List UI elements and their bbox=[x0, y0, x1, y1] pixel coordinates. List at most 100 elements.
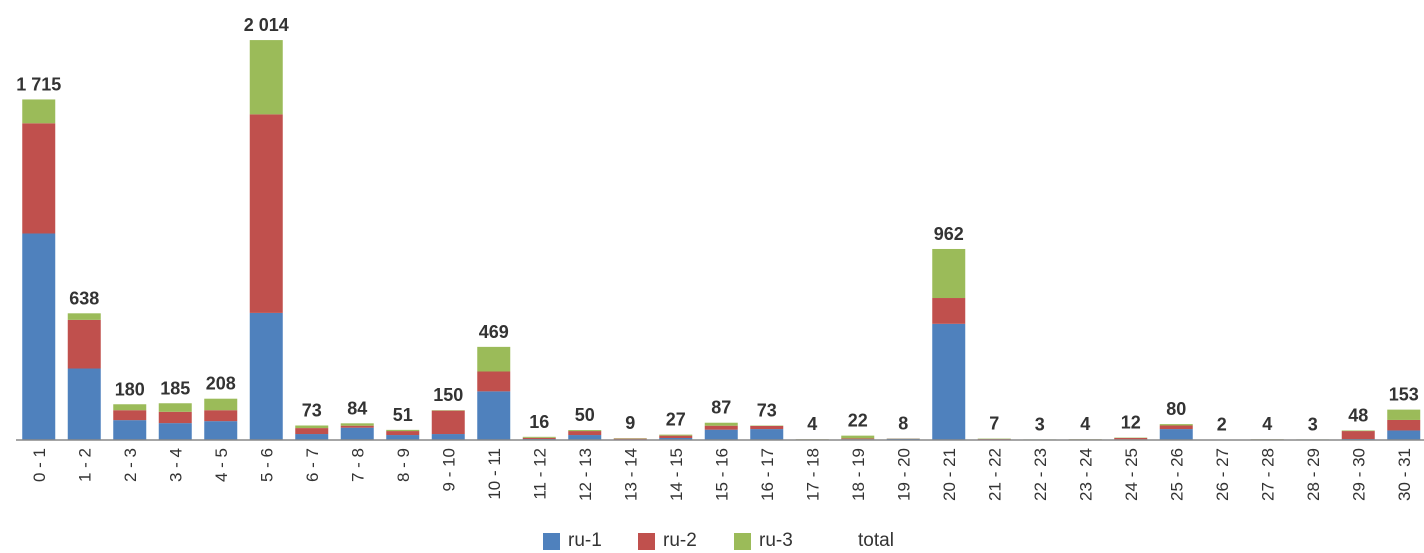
bar-segment-ru-3-31 bbox=[1387, 409, 1421, 420]
bar-segment-ru-1-4 bbox=[158, 423, 192, 440]
x-tick-label-14: 13 - 14 bbox=[621, 448, 640, 501]
x-tick-label-group: 0 - 1 1 - 2 2 - 3 3 - 4 4 - 5 5 - 6 6 - 7 7 - 8… bbox=[30, 448, 1414, 501]
x-tick-label-20: 19 - 20 bbox=[894, 448, 913, 501]
x-tick-label-9: 8 - 9 bbox=[394, 448, 413, 482]
x-tick-label-2: 1 - 2 bbox=[75, 448, 94, 482]
total-label-22: 7 bbox=[989, 414, 999, 434]
bar-segment-ru-2-17 bbox=[750, 425, 784, 430]
bar-segment-ru-2-10 bbox=[431, 410, 465, 435]
x-tick-label-5: 4 - 5 bbox=[212, 448, 231, 482]
bar-segment-ru-3-16 bbox=[704, 422, 738, 426]
bar-segment-ru-2-13 bbox=[568, 431, 602, 436]
x-tick-label-24: 23 - 24 bbox=[1076, 448, 1095, 501]
total-label-27: 2 bbox=[1217, 415, 1227, 435]
x-tick-label-31: 30 - 31 bbox=[1395, 448, 1414, 501]
total-label-18: 4 bbox=[807, 414, 817, 434]
legend-swatch-ru-1 bbox=[543, 532, 560, 550]
bar-segment-ru-2-3 bbox=[113, 410, 147, 421]
bar-segment-ru-3-19 bbox=[841, 435, 875, 439]
x-tick-label-16: 15 - 16 bbox=[712, 448, 731, 501]
total-label-16: 87 bbox=[711, 398, 731, 418]
x-tick-label-21: 20 - 21 bbox=[940, 448, 959, 501]
bar-segment-ru-3-8 bbox=[340, 423, 374, 426]
x-tick-label-30: 29 - 30 bbox=[1349, 448, 1368, 501]
total-label-24: 4 bbox=[1080, 414, 1090, 434]
bar-segment-ru-3-2 bbox=[67, 313, 101, 320]
x-tick-label-18: 17 - 18 bbox=[803, 448, 822, 501]
x-tick-label-6: 5 - 6 bbox=[257, 448, 276, 482]
bar-segment-ru-1-3 bbox=[113, 420, 147, 440]
bar-segment-ru-2-4 bbox=[158, 411, 192, 424]
total-label-2: 638 bbox=[69, 288, 99, 308]
bar-segment-ru-3-5 bbox=[204, 398, 238, 411]
total-label-25: 12 bbox=[1121, 413, 1141, 433]
total-label-21: 962 bbox=[934, 224, 964, 244]
bar-segment-ru-2-31 bbox=[1387, 419, 1421, 431]
bar-segment-ru-2-6 bbox=[249, 114, 283, 313]
bar-segment-ru-1-15 bbox=[659, 438, 693, 440]
bar-segment-ru-2-25 bbox=[1114, 438, 1148, 440]
bar-segment-ru-3-6 bbox=[249, 40, 283, 115]
total-label-23: 3 bbox=[1035, 414, 1045, 434]
legend-label-ru-1: ru-1 bbox=[568, 530, 602, 551]
x-tick-label-13: 12 - 13 bbox=[576, 448, 595, 501]
bar-segment-ru-1-10 bbox=[431, 434, 465, 440]
x-tick-label-11: 10 - 11 bbox=[485, 448, 504, 500]
bar-segment-ru-2-2 bbox=[67, 319, 101, 369]
legend-item-ru-1: ru-1 bbox=[543, 529, 602, 553]
bar-segment-ru-1-31 bbox=[1387, 430, 1421, 440]
total-label-3: 180 bbox=[115, 379, 145, 399]
legend-label-ru-3: ru-3 bbox=[759, 530, 793, 551]
bar-segment-ru-3-4 bbox=[158, 403, 192, 412]
bar-segment-ru-2-30 bbox=[1341, 431, 1375, 439]
total-label-20: 8 bbox=[898, 413, 908, 433]
bar-segment-ru-3-3 bbox=[113, 404, 147, 411]
bar-segment-ru-1-5 bbox=[204, 421, 238, 440]
total-label-7: 73 bbox=[302, 401, 322, 421]
legend: ru-1 ru-2 ru-3 total bbox=[0, 529, 1424, 553]
bar-segment-ru-2-11 bbox=[477, 371, 511, 392]
x-tick-label-26: 25 - 26 bbox=[1167, 448, 1186, 501]
bar-segment-ru-1-26 bbox=[1159, 429, 1193, 440]
total-label-11: 469 bbox=[479, 322, 509, 342]
total-label-1: 1 715 bbox=[16, 74, 61, 94]
legend-label-ru-2: ru-2 bbox=[663, 530, 697, 551]
bar-segment-ru-1-17 bbox=[750, 429, 784, 440]
legend-swatch-ru-2 bbox=[638, 532, 655, 550]
x-tick-label-12: 11 - 12 bbox=[530, 448, 549, 500]
x-tick-label-19: 18 - 19 bbox=[849, 448, 868, 501]
total-label-6: 2 014 bbox=[244, 15, 289, 35]
x-tick-label-29: 28 - 29 bbox=[1304, 448, 1323, 501]
bar-segment-ru-2-12 bbox=[522, 437, 556, 440]
bar-segment-ru-1-11 bbox=[477, 391, 511, 440]
bar-segment-ru-3-11 bbox=[477, 346, 511, 372]
bar-segment-ru-3-15 bbox=[659, 434, 693, 436]
legend-item-total: total bbox=[858, 529, 894, 553]
total-label-19: 22 bbox=[848, 411, 868, 431]
bar-segment-ru-1-16 bbox=[704, 429, 738, 440]
bar-segment-ru-3-30 bbox=[1341, 430, 1375, 432]
bar-segment-ru-2-14 bbox=[613, 438, 647, 440]
x-tick-label-23: 22 - 23 bbox=[1031, 448, 1050, 501]
bar-segment-ru-1-6 bbox=[249, 312, 283, 440]
legend-label-total: total bbox=[858, 530, 894, 551]
total-label-31: 153 bbox=[1389, 385, 1419, 405]
bar-segment-ru-2-1 bbox=[22, 123, 56, 234]
total-label-26: 80 bbox=[1166, 399, 1186, 419]
bar-segment-ru-3-26 bbox=[1159, 424, 1193, 426]
bar-segment-ru-2-26 bbox=[1159, 425, 1193, 430]
bar-segment-ru-2-7 bbox=[295, 428, 329, 435]
bar-segment-ru-2-8 bbox=[340, 425, 374, 428]
x-tick-label-28: 27 - 28 bbox=[1258, 448, 1277, 501]
x-tick-label-7: 6 - 7 bbox=[303, 448, 322, 482]
legend-swatch-ru-3 bbox=[734, 532, 751, 550]
bar-segment-ru-2-5 bbox=[204, 410, 238, 422]
x-tick-label-8: 7 - 8 bbox=[348, 448, 367, 482]
x-tick-label-17: 16 - 17 bbox=[758, 448, 777, 501]
total-label-28: 4 bbox=[1262, 414, 1272, 434]
total-label-29: 3 bbox=[1308, 414, 1318, 434]
x-tick-label-4: 3 - 4 bbox=[166, 448, 185, 482]
bar-segment-ru-1-8 bbox=[340, 427, 374, 440]
total-label-9: 51 bbox=[393, 405, 413, 425]
